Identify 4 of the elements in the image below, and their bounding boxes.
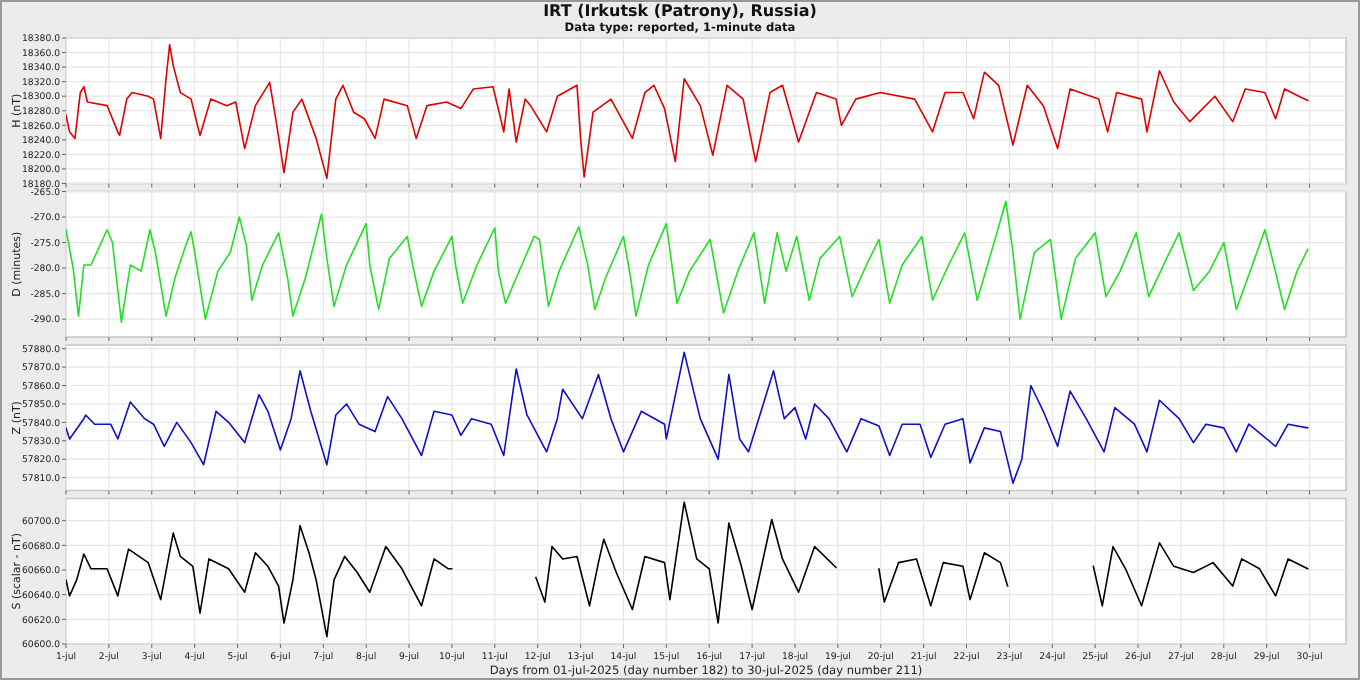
line-series <box>66 43 1309 180</box>
chart-title: IRT (Irkutsk (Patrony), Russia) <box>543 2 817 20</box>
line-series <box>66 200 1309 323</box>
line-series <box>66 351 1309 484</box>
